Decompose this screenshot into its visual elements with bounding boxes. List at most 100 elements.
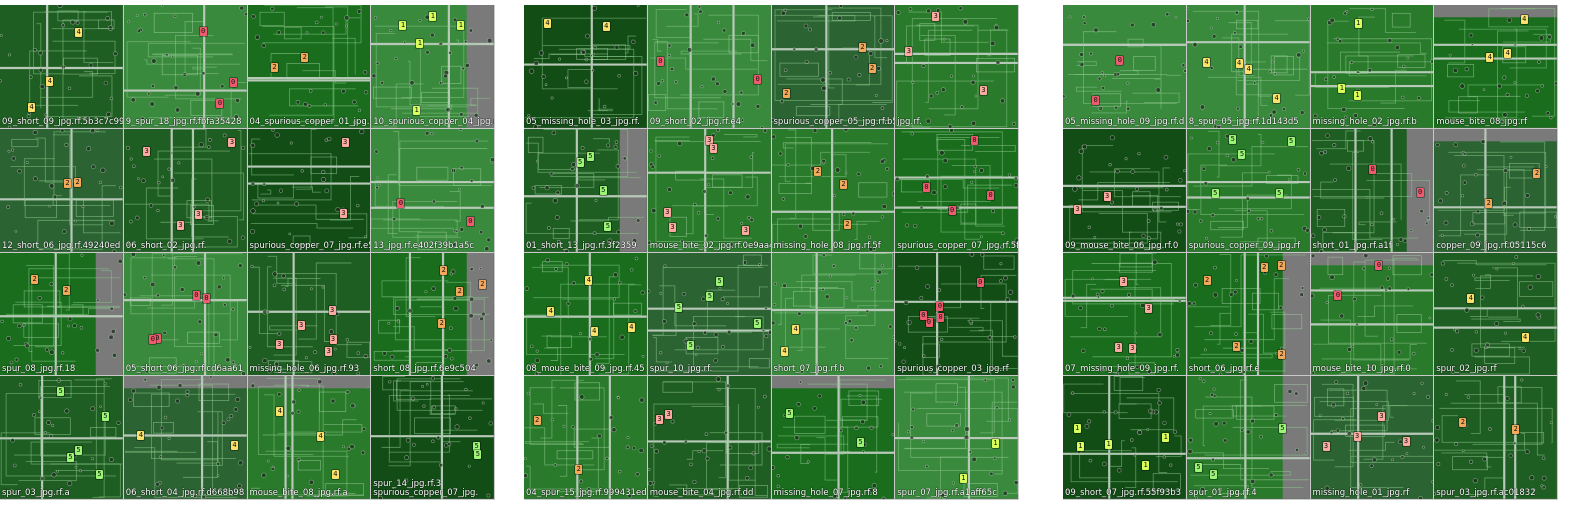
image-filename-caption: mouse_bite_02_jpg.rf.0e9aa4d — [649, 240, 772, 251]
defect-class-label: 0 — [937, 312, 945, 322]
defect-class-label: 5 — [1275, 188, 1283, 198]
defect-class-label: 0 — [919, 310, 927, 320]
defect-class-label: 0 — [1369, 164, 1377, 174]
pcb-image-tile: short_06_jpg.rf.e 2 2 2 2 2 — [1186, 252, 1311, 377]
pcb-image-tile: spurious_copper_09_jpg.rf 5 5 5 5 5 — [1186, 128, 1311, 253]
defect-class-label: 2 — [1232, 341, 1240, 351]
pcb-image-tile: short_07_jpg.rf.b 4 4 — [771, 252, 896, 377]
image-filename-caption: 12_short_06_jpg.rf.49240ed — [2, 240, 121, 251]
defect-class-label: 0 — [976, 278, 984, 288]
defect-class-label: 5 — [1278, 424, 1286, 434]
defect-class-label: 0 — [1116, 55, 1124, 65]
pcb-image-tile: 09_mouse_bite_06_jpg.rf.0 3 3 — [1063, 128, 1187, 253]
defect-class-label: 0 — [948, 206, 956, 216]
image-filename-caption: spurious_copper_07_jpg.rf.e5c — [249, 240, 372, 251]
defect-class-label: 4 — [780, 347, 788, 357]
pcb-image-tile: mouse_bite_08_jpg.rf.a 4 4 4 — [247, 376, 372, 500]
defect-class-label: 3 — [194, 210, 202, 220]
image-filename-caption: short_07_jpg.rf.b — [773, 364, 845, 375]
pcb-image-tile: missing_hole_08_jpg.rf.5f 2 2 2 — [771, 128, 896, 253]
defect-class-label: 3 — [1103, 191, 1111, 201]
defect-class-label: 0 — [397, 199, 405, 209]
defect-class-label: 1 — [991, 439, 999, 449]
defect-class-label: 5 — [474, 450, 482, 460]
pcb-image-tile: mouse_bite_10_jpg.rf.0 0 0 — [1310, 252, 1435, 377]
pcb-image-tile: mouse_bite_08_jpg.rf 4 4 4 — [1434, 5, 1558, 129]
defect-class-label: 0 — [192, 291, 200, 301]
defect-class-label: 5 — [66, 453, 74, 463]
defect-class-label: 0 — [153, 334, 161, 344]
defect-class-label: 4 — [1486, 53, 1494, 63]
defect-class-label: 4 — [1467, 293, 1475, 303]
defect-class-label: 5 — [687, 340, 695, 350]
pcb-image-tile: mouse_bite_02_jpg.rf.0e9aa4d 3 3 3 3 3 — [647, 128, 772, 253]
defect-class-label: 3 — [329, 334, 337, 344]
defect-class-label: 0 — [149, 334, 157, 344]
pcb-image-tile: 01_short_13_jpg.rf.3f2359 5 5 5 5 — [524, 128, 648, 253]
image-filename-caption: 09_short_02_jpg.rf.e4 — [649, 116, 742, 127]
defect-class-label: 4 — [1504, 48, 1512, 58]
image-filename-caption: mouse_bite_04_jpg.rf.dd — [649, 488, 754, 498]
image-filename-caption: jpg.rf. — [897, 116, 922, 127]
pcb-image-tile: 09_short_02_jpg.rf.e4 0 0 — [647, 5, 772, 129]
defect-class-label: 4 — [317, 432, 325, 442]
defect-class-label: 3 — [665, 409, 673, 419]
image-filename-caption: short_01_jpg.rf.a1f — [1312, 240, 1392, 251]
defect-class-label: 2 — [843, 220, 851, 230]
defect-class-label: 2 — [782, 88, 790, 98]
defect-class-label: 3 — [905, 46, 913, 56]
defect-class-label: 0 — [229, 77, 237, 87]
defect-class-label: 4 — [231, 441, 239, 451]
image-filename-caption: missing_hole_08_jpg.rf.5f — [773, 240, 881, 251]
defect-class-label: 5 — [1194, 463, 1202, 473]
mosaic-right: 05_missing_hole_09_jpg.rf.d 0 0 8_spur_05_j… — [1063, 5, 1558, 500]
defect-class-label: 5 — [753, 318, 761, 328]
pcb-image-tile: 04_spurious_copper_01_jpg.rf.d 2 2 — [247, 5, 372, 129]
image-filename-caption: spur_02_jpg.rf — [1436, 364, 1497, 375]
pcb-image-tile: 06_short_04_jpg.rf.d668b98 4 4 — [123, 376, 248, 500]
defect-class-label: 0 — [754, 74, 762, 84]
defect-class-label: 5 — [599, 186, 607, 196]
image-filename-caption: 05_short_06_jpg.rf.cd6aa61 — [125, 364, 244, 375]
image-filename-caption: 06_short_04_jpg.rf.d668b98 — [125, 488, 245, 498]
pcb-image-tile: missing_hole_01_jpg.rf 3 3 3 3 — [1310, 376, 1435, 500]
defect-class-label: 4 — [276, 407, 284, 417]
defect-class-label: 1 — [1162, 432, 1170, 442]
defect-class-label: 2 — [438, 319, 446, 329]
defect-class-label: 1 — [429, 11, 437, 21]
pcb-image-tile: spurious_copper_03_jpg.rf 0 0 0 0 0 — [895, 252, 1019, 377]
defect-class-label: 2 — [456, 286, 464, 296]
image-filename-caption: spur_10_jpg.rf. — [649, 364, 713, 375]
image-filename-caption: missing_hole_07_jpg.rf.8 — [773, 488, 878, 498]
defect-class-label: 2 — [1459, 418, 1467, 428]
defect-class-label: 3 — [1120, 276, 1128, 286]
image-filename-caption: missing_hole_06_jpg.rf.93 — [249, 364, 360, 375]
pcb-image-tile: spur_08_jpg.rf.18 2 2 — [0, 252, 124, 377]
defect-class-label: 0 — [925, 317, 933, 327]
defect-class-label: 4 — [585, 276, 593, 286]
defect-class-label: 4 — [590, 327, 598, 337]
pcb-image-tile: 05_missing_hole_09_jpg.rf.d 0 0 — [1063, 5, 1187, 129]
pcb-image-tile: 9_spur_18_jpg.rf.fbfa35428 0 0 0 — [123, 5, 248, 129]
defect-class-label: 5 — [706, 292, 714, 302]
defect-class-label: 2 — [1260, 263, 1268, 273]
defect-class-label: 1 — [1076, 442, 1084, 452]
defect-class-label: 0 — [1092, 95, 1100, 105]
defect-class-label: 4 — [46, 77, 54, 87]
defect-class-label: 5 — [1229, 135, 1237, 145]
defect-class-label: 0 — [1416, 187, 1424, 197]
image-filename-caption: spurious_copper_07_jpg. — [373, 488, 479, 498]
defect-class-label: 2 — [868, 64, 876, 74]
defect-class-label: 3 — [1128, 344, 1136, 354]
defect-class-label: 0 — [466, 216, 474, 226]
pcb-image-tile: spur_03_jpg.rf.ac01832 2 2 — [1434, 376, 1558, 500]
pcb-image-tile: spurious_copper_05_jpg.rf.b5 2 2 2 — [771, 5, 896, 129]
defect-class-label: 1 — [1142, 461, 1150, 471]
defect-class-label: 4 — [137, 431, 145, 441]
pcb-image-tile: 08_mouse_bite_09_jpg.rf.45 4 4 4 4 — [524, 252, 648, 377]
defect-class-label: 0 — [936, 302, 944, 312]
pcb-image-tile: missing_hole_07_jpg.rf.8 5 5 — [771, 376, 896, 500]
defect-class-label: 5 — [576, 157, 584, 167]
defect-class-label: 2 — [271, 62, 279, 72]
pcb-image-tile: 12_short_06_jpg.rf.49240ed 2 2 — [0, 128, 124, 253]
